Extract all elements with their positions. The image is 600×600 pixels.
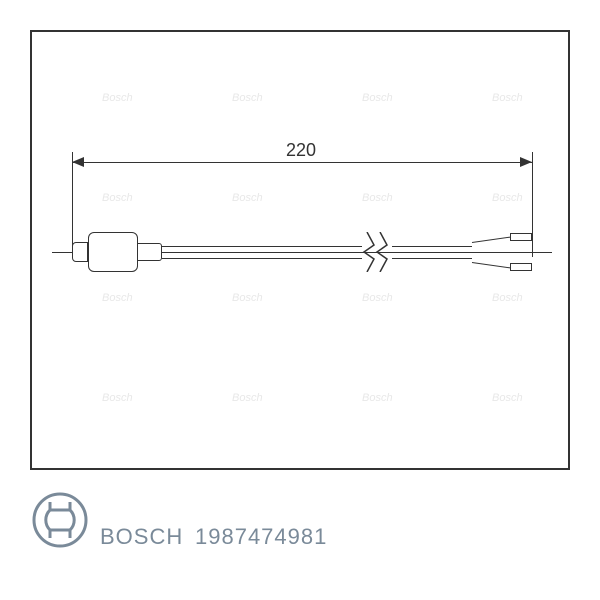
watermark-text: Bosch	[492, 292, 523, 304]
bosch-logo-icon	[30, 490, 90, 550]
connector-tip	[72, 242, 88, 262]
cable-outline-top-2	[392, 246, 472, 247]
watermark-text: Bosch	[102, 392, 133, 404]
watermark-text: Bosch	[362, 92, 393, 104]
watermark-text: Bosch	[232, 192, 263, 204]
cable-outline-bottom-1	[162, 258, 362, 259]
dimension-value: 220	[282, 140, 320, 161]
watermark-text: Bosch	[232, 392, 263, 404]
watermark-text: Bosch	[362, 292, 393, 304]
wire-lead-bottom	[472, 262, 512, 269]
watermark-text: Bosch	[102, 192, 133, 204]
watermark-text: Bosch	[362, 392, 393, 404]
dimension-extension-right	[532, 152, 533, 257]
watermark-text: Bosch	[232, 292, 263, 304]
drawing-border: 220 Bosch Bosch Bosch Bosch Bosch Bosch Bosch B…	[30, 30, 570, 470]
cable-outline-top-1	[162, 246, 362, 247]
watermark-text: Bosch	[492, 92, 523, 104]
wire-lead-top	[472, 236, 512, 243]
part-number-label: 1987474981	[195, 524, 327, 550]
watermark-text: Bosch	[492, 192, 523, 204]
dimension-arrow-left	[72, 157, 84, 167]
watermark-text: Bosch	[492, 392, 523, 404]
watermark-text: Bosch	[102, 92, 133, 104]
connector-strain-relief	[138, 243, 162, 261]
watermark-text: Bosch	[362, 192, 393, 204]
terminal-bottom	[510, 263, 532, 271]
watermark-text: Bosch	[232, 92, 263, 104]
dimension-line	[72, 162, 532, 163]
terminal-top	[510, 233, 532, 241]
break-symbol	[362, 232, 392, 272]
watermark-text: Bosch	[102, 292, 133, 304]
dimension-arrow-right	[520, 157, 532, 167]
brand-label: BOSCH	[100, 524, 183, 550]
cable-outline-bottom-2	[392, 258, 472, 259]
connector-housing	[88, 232, 138, 272]
connector-assembly	[72, 232, 162, 272]
